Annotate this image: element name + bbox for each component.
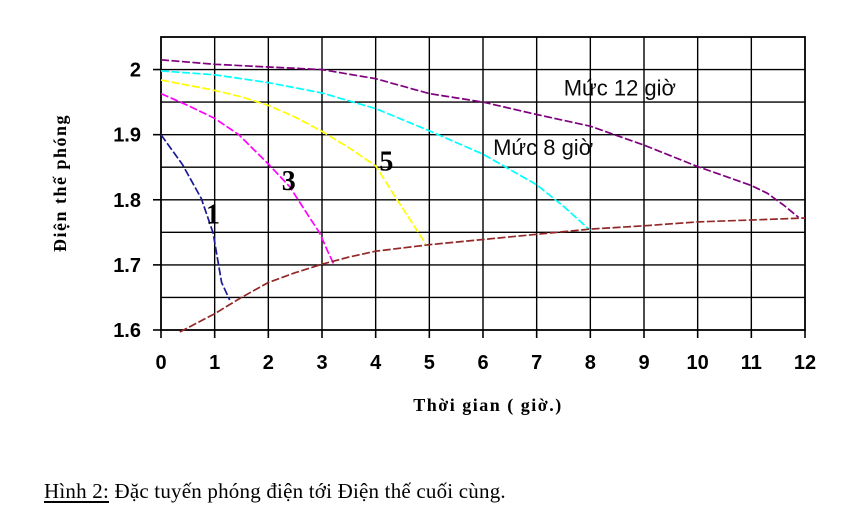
y-tick-label: 1.7 <box>113 255 141 277</box>
curve-phóng-điện-mức-12-giờ <box>160 58 800 219</box>
annotation-Mức-12-giờ: Mức 12 giờ <box>564 75 676 100</box>
annotation-5: 5 <box>379 147 393 178</box>
y-tick-label: 1.6 <box>113 320 141 342</box>
x-tick-label: 4 <box>370 352 382 374</box>
caption-number: Hình 2: <box>44 479 109 503</box>
curve-phóng-điện-mức-1-giờ <box>160 134 231 301</box>
x-tick-label: 9 <box>638 352 649 374</box>
x-axis-title: Thời gian ( giờ.) <box>413 395 562 416</box>
x-tick-label: 12 <box>794 352 816 374</box>
y-tick-label: 1.8 <box>113 190 141 212</box>
x-tick-label: 5 <box>424 352 435 374</box>
curve-phóng-điện-mức-5-giờ <box>160 79 427 245</box>
x-tick-label: 11 <box>741 352 762 374</box>
x-tick-label: 1 <box>209 352 220 374</box>
y-tick-label: 1.9 <box>113 125 141 147</box>
x-tick-label: 2 <box>263 352 274 374</box>
x-tick-label: 7 <box>531 352 542 374</box>
annotation-Mức-8-giờ: Mức 8 giờ <box>493 135 593 160</box>
x-tick-label: 10 <box>687 352 709 374</box>
x-tick-label: 0 <box>155 352 166 374</box>
curve-phóng-điện-mức-3-giờ <box>160 92 335 265</box>
figure-caption: Hình 2: Đặc tuyến phóng điện tới Điện th… <box>44 479 506 504</box>
annotation-1: 1 <box>206 199 220 230</box>
x-tick-label: 8 <box>585 352 596 374</box>
curve-phóng-điện-mức-8-giờ <box>160 70 591 232</box>
y-axis-title: Điện thế phóng <box>50 114 70 252</box>
x-tick-label: 6 <box>477 352 488 374</box>
x-tick-label: 3 <box>316 352 327 374</box>
caption-text: Đặc tuyến phóng điện tới Điện thế cuối c… <box>109 479 506 503</box>
annotation-3: 3 <box>282 166 296 197</box>
y-tick-label: 2 <box>130 60 141 82</box>
curve-điện-thế-cuối-cùng <box>179 217 806 333</box>
